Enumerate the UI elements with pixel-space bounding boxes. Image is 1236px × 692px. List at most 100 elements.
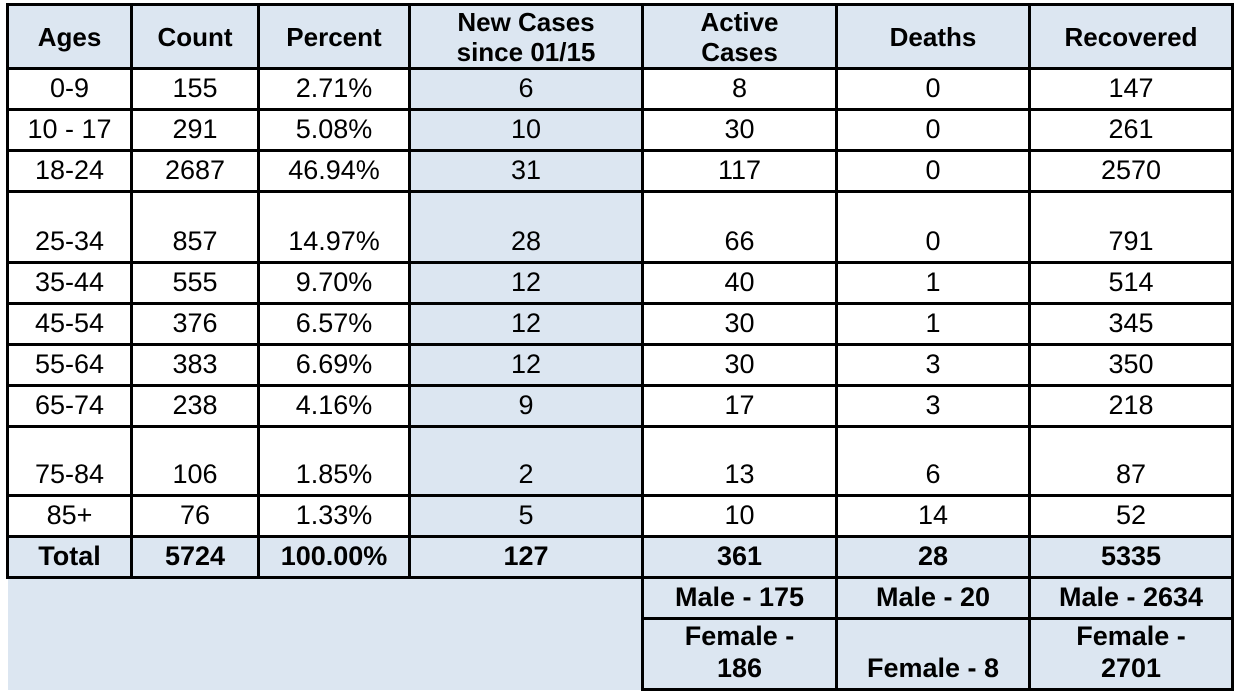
cell-new-cases: 28 <box>408 190 644 264</box>
column-header-active-cases: Active Cases <box>641 3 838 70</box>
table-row-65-74: 65-74 238 4.16% 9 17 3 218 <box>6 384 1234 428</box>
cell-deaths: 3 <box>835 384 1031 428</box>
cell-recovered: 52 <box>1028 494 1234 538</box>
total-label: Total <box>6 535 133 579</box>
cell-recovered: 2570 <box>1028 149 1234 193</box>
female-active-cases: Female - 186 <box>641 617 838 691</box>
cell-percent: 6.57% <box>257 302 411 346</box>
cell-ages: 55-64 <box>6 343 133 387</box>
cell-active: 10 <box>641 494 838 538</box>
cell-ages: 0-9 <box>6 67 133 111</box>
cell-ages: 25-34 <box>6 190 133 264</box>
cell-percent: 2.71% <box>257 67 411 111</box>
cell-active: 30 <box>641 302 838 346</box>
column-header-count: Count <box>130 3 260 70</box>
column-header-percent: Percent <box>257 3 411 70</box>
cell-new-cases: 10 <box>408 108 644 152</box>
cell-deaths: 0 <box>835 67 1031 111</box>
cell-count: 106 <box>130 425 260 497</box>
cell-active: 30 <box>641 108 838 152</box>
table-row-25-34: 25-34 857 14.97% 28 66 0 791 <box>6 190 1234 264</box>
table-row-45-54: 45-54 376 6.57% 12 30 1 345 <box>6 302 1234 346</box>
total-count: 5724 <box>130 535 260 579</box>
cell-deaths: 0 <box>835 108 1031 152</box>
cell-recovered: 218 <box>1028 384 1234 428</box>
cell-deaths: 14 <box>835 494 1031 538</box>
age-cases-table: Ages Count Percent New Cases since 01/15… <box>6 3 1234 691</box>
cell-count: 76 <box>130 494 260 538</box>
table-row-18-24: 18-24 2687 46.94% 31 117 0 2570 <box>6 149 1234 193</box>
cell-percent: 1.85% <box>257 425 411 497</box>
cell-percent: 6.69% <box>257 343 411 387</box>
cell-recovered: 350 <box>1028 343 1234 387</box>
total-active: 361 <box>641 535 838 579</box>
female-breakdown-row: Female - 186 Female - 8 Female - 2701 <box>8 617 1234 691</box>
table-row-35-44: 35-44 555 9.70% 12 40 1 514 <box>6 261 1234 305</box>
cell-count: 291 <box>130 108 260 152</box>
table-row-10-17: 10 - 17 291 5.08% 10 30 0 261 <box>6 108 1234 152</box>
female-recovered: Female - 2701 <box>1028 617 1234 691</box>
cell-new-cases: 6 <box>408 67 644 111</box>
cell-active: 13 <box>641 425 838 497</box>
cell-deaths: 3 <box>835 343 1031 387</box>
column-header-deaths: Deaths <box>835 3 1031 70</box>
cell-new-cases: 9 <box>408 384 644 428</box>
male-recovered: Male - 2634 <box>1028 576 1234 620</box>
column-header-ages: Ages <box>6 3 133 70</box>
cell-new-cases: 12 <box>408 261 644 305</box>
cell-active: 30 <box>641 343 838 387</box>
cell-percent: 5.08% <box>257 108 411 152</box>
header-row: Ages Count Percent New Cases since 01/15… <box>6 3 1234 70</box>
cell-recovered: 147 <box>1028 67 1234 111</box>
cell-new-cases: 2 <box>408 425 644 497</box>
cell-new-cases: 31 <box>408 149 644 193</box>
table-row-75-84: 75-84 106 1.85% 2 13 6 87 <box>6 425 1234 497</box>
cell-ages: 45-54 <box>6 302 133 346</box>
cell-ages: 10 - 17 <box>6 108 133 152</box>
age-cases-table-container: Ages Count Percent New Cases since 01/15… <box>6 3 1234 691</box>
total-recovered: 5335 <box>1028 535 1234 579</box>
cell-percent: 1.33% <box>257 494 411 538</box>
cell-count: 155 <box>130 67 260 111</box>
cell-deaths: 0 <box>835 149 1031 193</box>
cell-recovered: 791 <box>1028 190 1234 264</box>
column-header-new-cases: New Cases since 01/15 <box>408 3 644 70</box>
column-header-recovered: Recovered <box>1028 3 1234 70</box>
cell-count: 376 <box>130 302 260 346</box>
male-deaths: Male - 20 <box>835 576 1031 620</box>
cell-new-cases: 12 <box>408 343 644 387</box>
cell-recovered: 514 <box>1028 261 1234 305</box>
cell-ages: 18-24 <box>6 149 133 193</box>
empty-region <box>7 577 643 690</box>
cell-count: 555 <box>130 261 260 305</box>
cell-active: 40 <box>641 261 838 305</box>
cell-ages: 65-74 <box>6 384 133 428</box>
cell-active: 8 <box>641 67 838 111</box>
cell-count: 2687 <box>130 149 260 193</box>
total-row: Total 5724 100.00% 127 361 28 5335 <box>6 535 1234 579</box>
cell-percent: 46.94% <box>257 149 411 193</box>
cell-active: 17 <box>641 384 838 428</box>
cell-deaths: 0 <box>835 190 1031 264</box>
cell-recovered: 261 <box>1028 108 1234 152</box>
total-percent: 100.00% <box>257 535 411 579</box>
total-new-cases: 127 <box>408 535 644 579</box>
cell-active: 66 <box>641 190 838 264</box>
cell-deaths: 1 <box>835 261 1031 305</box>
cell-percent: 4.16% <box>257 384 411 428</box>
cell-count: 238 <box>130 384 260 428</box>
cell-percent: 14.97% <box>257 190 411 264</box>
cell-ages: 85+ <box>6 494 133 538</box>
male-active-cases: Male - 175 <box>641 576 838 620</box>
female-deaths: Female - 8 <box>835 617 1031 691</box>
cell-deaths: 1 <box>835 302 1031 346</box>
cell-count: 857 <box>130 190 260 264</box>
cell-active: 117 <box>641 149 838 193</box>
cell-ages: 75-84 <box>6 425 133 497</box>
table-row-55-64: 55-64 383 6.69% 12 30 3 350 <box>6 343 1234 387</box>
cell-deaths: 6 <box>835 425 1031 497</box>
cell-ages: 35-44 <box>6 261 133 305</box>
male-breakdown-row: Male - 175 Male - 20 Male - 2634 <box>7 576 1234 690</box>
cell-recovered: 345 <box>1028 302 1234 346</box>
cell-recovered: 87 <box>1028 425 1234 497</box>
